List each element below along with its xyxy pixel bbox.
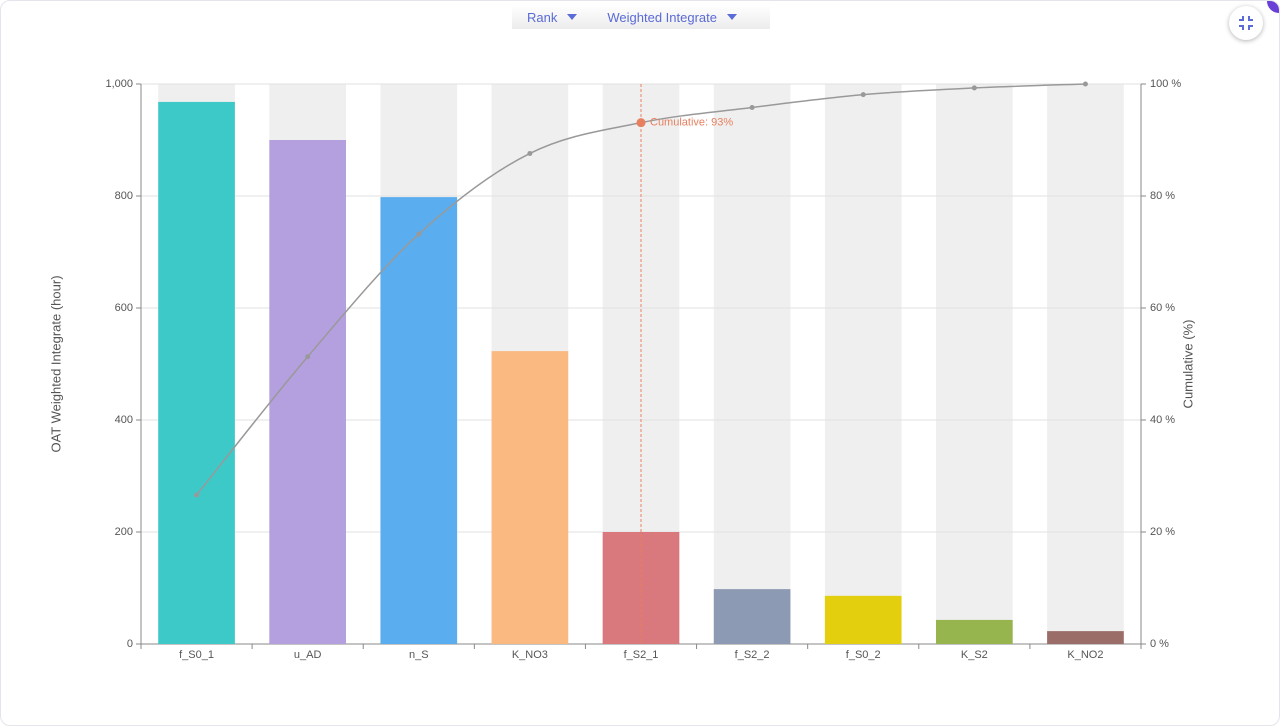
x-tick-label: f_S0_1: [179, 649, 214, 661]
line-point: [749, 105, 755, 111]
annotation: Cumulative: 93%: [650, 117, 733, 129]
line-point: [860, 92, 866, 98]
category-band: [824, 84, 902, 644]
sort-dropdown[interactable]: Rank: [527, 9, 578, 25]
y2-tick-label: 100 %: [1150, 78, 1181, 90]
bar: [1047, 631, 1124, 644]
x-tick-label: f_S2_1: [624, 649, 659, 661]
exit-fullscreen-icon: [1239, 16, 1253, 30]
bar: [936, 619, 1013, 644]
x-tick-label: n_S: [409, 649, 429, 661]
bar: [491, 351, 569, 644]
y-tick-label: 600: [115, 302, 133, 314]
y-tick-label: 200: [115, 526, 133, 538]
line-point: [1082, 81, 1088, 87]
line-point: [194, 492, 200, 498]
bar: [824, 595, 902, 644]
x-tick-label: f_S2_2: [735, 649, 770, 661]
line-point: [416, 231, 422, 237]
cumulative-line: [195, 83, 1086, 496]
x-tick-label: f_S0_2: [846, 649, 881, 661]
y2-axis-title: Cumulative (%): [1180, 320, 1195, 409]
toolbar: Rank Weighted Integrate: [512, 5, 770, 29]
y-tick-label: 400: [115, 414, 133, 426]
category-band: [1047, 84, 1124, 644]
line-point: [971, 85, 977, 91]
bar: [713, 589, 791, 644]
exit-fullscreen-button[interactable]: [1229, 6, 1263, 40]
bar: [269, 140, 346, 644]
x-tick-label: K_S2: [961, 649, 988, 661]
y-tick-label: 0: [127, 638, 133, 650]
y-tick-label: 1,000: [105, 78, 133, 90]
category-band: [713, 84, 791, 644]
y-tick-label: 800: [115, 190, 133, 202]
x-tick-label: u_AD: [294, 649, 322, 661]
y2-tick-label: 40 %: [1150, 414, 1175, 426]
x-tick-label: K_NO3: [512, 649, 548, 661]
sort-label: Rank: [527, 9, 558, 25]
bar: [158, 101, 235, 645]
caret: [726, 14, 737, 20]
category-band: [936, 84, 1013, 644]
y-axis-title: OAT Weighted Integrate (hour): [48, 275, 63, 452]
line-point: [527, 150, 533, 156]
bar: [602, 532, 680, 644]
bar: [380, 197, 458, 644]
y2-tick-label: 60 %: [1150, 302, 1175, 314]
metric-dropdown[interactable]: Weighted Integrate: [607, 10, 737, 25]
y2-tick-label: 80 %: [1150, 190, 1175, 202]
y2-tick-label: 0 %: [1150, 638, 1169, 650]
line-point: [305, 354, 311, 360]
metric-label: Weighted Integrate: [607, 9, 717, 25]
caret: [567, 14, 578, 20]
y2-tick-label: 20 %: [1150, 526, 1175, 538]
highlight-point: [636, 118, 646, 128]
x-tick-label: K_NO2: [1067, 649, 1103, 661]
